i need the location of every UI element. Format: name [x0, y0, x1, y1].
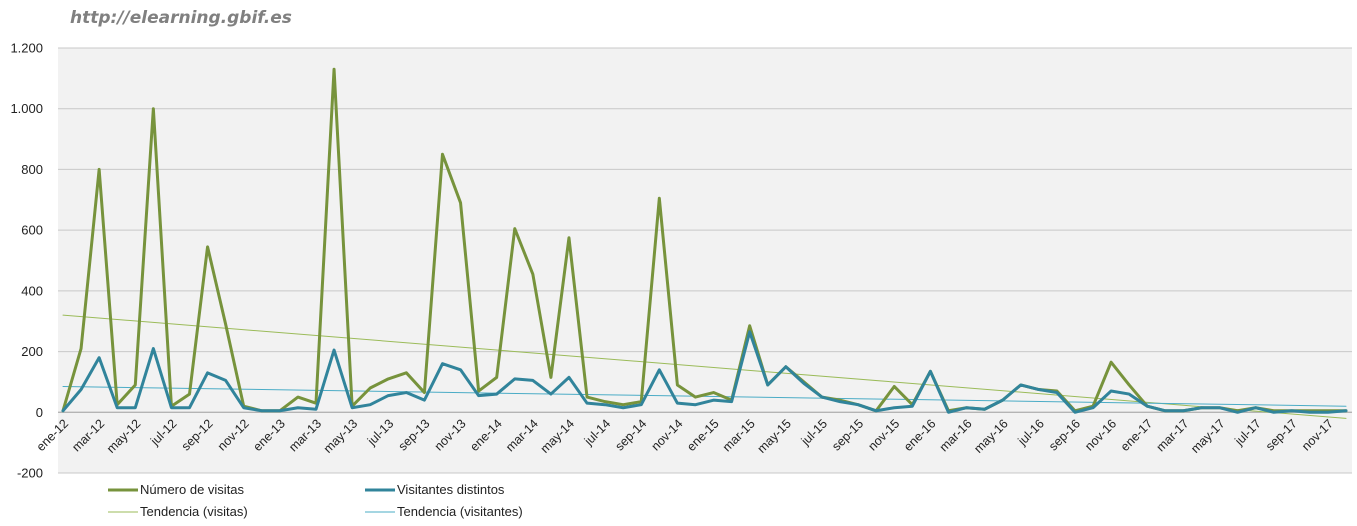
y-tick-label: 600	[21, 223, 43, 238]
trend-line	[62, 314, 1347, 419]
y-tick-label: 1.200	[10, 41, 43, 56]
legend: Número de visitas Visitantes distintos Ten…	[108, 482, 523, 519]
gridlines	[58, 47, 1352, 474]
series-line	[61, 330, 1348, 414]
legend-label: Tendencia (visitas)	[140, 504, 248, 519]
series-group	[61, 67, 1348, 419]
y-tick-label: 400	[21, 283, 43, 298]
y-tick-label: 0	[36, 405, 43, 420]
legend-label: Número de visitas	[140, 482, 245, 497]
y-axis: -200 0 200 400 600 800 1.000 1.200	[10, 41, 43, 481]
legend-label: Tendencia (visitantes)	[397, 504, 523, 519]
y-tick-label: 1.000	[10, 101, 43, 116]
legend-label: Visitantes distintos	[397, 482, 505, 497]
y-tick-label: 200	[21, 344, 43, 359]
y-tick-label: -200	[17, 466, 43, 481]
site-url: http://elearning.gbif.es	[70, 8, 292, 28]
y-tick-label: 800	[21, 162, 43, 177]
